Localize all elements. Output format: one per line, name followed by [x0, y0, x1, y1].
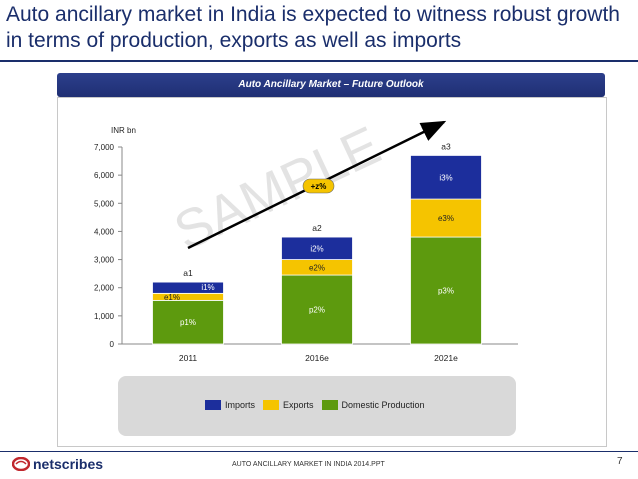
- legend-domestic-swatch: [321, 400, 338, 410]
- bar-domestic: [152, 299, 224, 345]
- footer-divider: [0, 451, 638, 452]
- legend-domestic: Domestic Production: [321, 400, 425, 410]
- title-divider: [0, 60, 638, 62]
- growth-badge-label: +z%: [311, 182, 327, 191]
- bar-value-label-domestic: p3%: [438, 287, 454, 296]
- y-axis-label: INR bn: [111, 126, 136, 135]
- y-tick-label: 3,000: [94, 256, 115, 265]
- bar-domestic: [281, 274, 353, 345]
- sample-watermark: SAMPLE: [165, 115, 389, 262]
- bar-value-label-exports: e1%: [164, 293, 180, 302]
- legend-box: [118, 376, 516, 436]
- x-tick-label: 2011: [179, 353, 198, 363]
- legend-imports-swatch: [205, 400, 221, 410]
- bar-value-label-imports: i1%: [201, 283, 214, 292]
- chart-legend: Imports Exports Domestic Production: [205, 400, 433, 410]
- bar-imports: [281, 236, 353, 260]
- legend-exports: Exports: [263, 400, 314, 410]
- page-number: 7: [617, 456, 623, 467]
- y-tick-label: 7,000: [94, 143, 115, 152]
- y-tick-label: 2,000: [94, 284, 115, 293]
- chart-banner: Auto Ancillary Market – Future Outlook: [57, 73, 605, 97]
- bar-value-label-exports: e3%: [438, 214, 454, 223]
- footer-text: AUTO ANCILLARY MARKET IN INDIA 2014.PPT: [232, 461, 385, 468]
- bar-total-label: a1: [183, 268, 193, 278]
- y-tick-label: 1,000: [94, 312, 115, 321]
- growth-badge: +z%: [302, 178, 335, 194]
- bar-domestic: [410, 236, 482, 345]
- bar-value-label-imports: i2%: [310, 244, 323, 253]
- y-tick-label: 0: [110, 340, 115, 349]
- brand-name: netscribes: [33, 456, 104, 472]
- y-tick-label: 4,000: [94, 227, 115, 236]
- legend-exports-swatch: [263, 400, 280, 410]
- bar-value-label-domestic: p1%: [180, 318, 196, 327]
- legend-domestic-label: Domestic Production: [341, 400, 425, 410]
- x-tick-label: 2021e: [434, 353, 458, 363]
- slide-title: Auto ancillary market in India is expect…: [6, 3, 620, 52]
- bar-value-label-imports: i3%: [439, 173, 452, 182]
- bar-value-label-domestic: p2%: [309, 306, 325, 315]
- legend-imports: Imports: [205, 400, 255, 410]
- x-tick-label: 2016e: [305, 353, 329, 363]
- bar-total-label: a2: [312, 223, 322, 233]
- bar-imports: [410, 155, 482, 200]
- netscribes-logo-icon: [12, 457, 30, 471]
- netscribes-logo: netscribes: [12, 456, 103, 472]
- bar-value-label-exports: e2%: [309, 263, 325, 272]
- y-tick-label: 5,000: [94, 199, 115, 208]
- bar-imports: [152, 281, 224, 294]
- bar-exports: [410, 198, 482, 238]
- legend-exports-label: Exports: [283, 400, 314, 410]
- bar-total-label: a3: [441, 141, 451, 151]
- legend-imports-label: Imports: [225, 400, 256, 410]
- y-tick-label: 6,000: [94, 171, 115, 180]
